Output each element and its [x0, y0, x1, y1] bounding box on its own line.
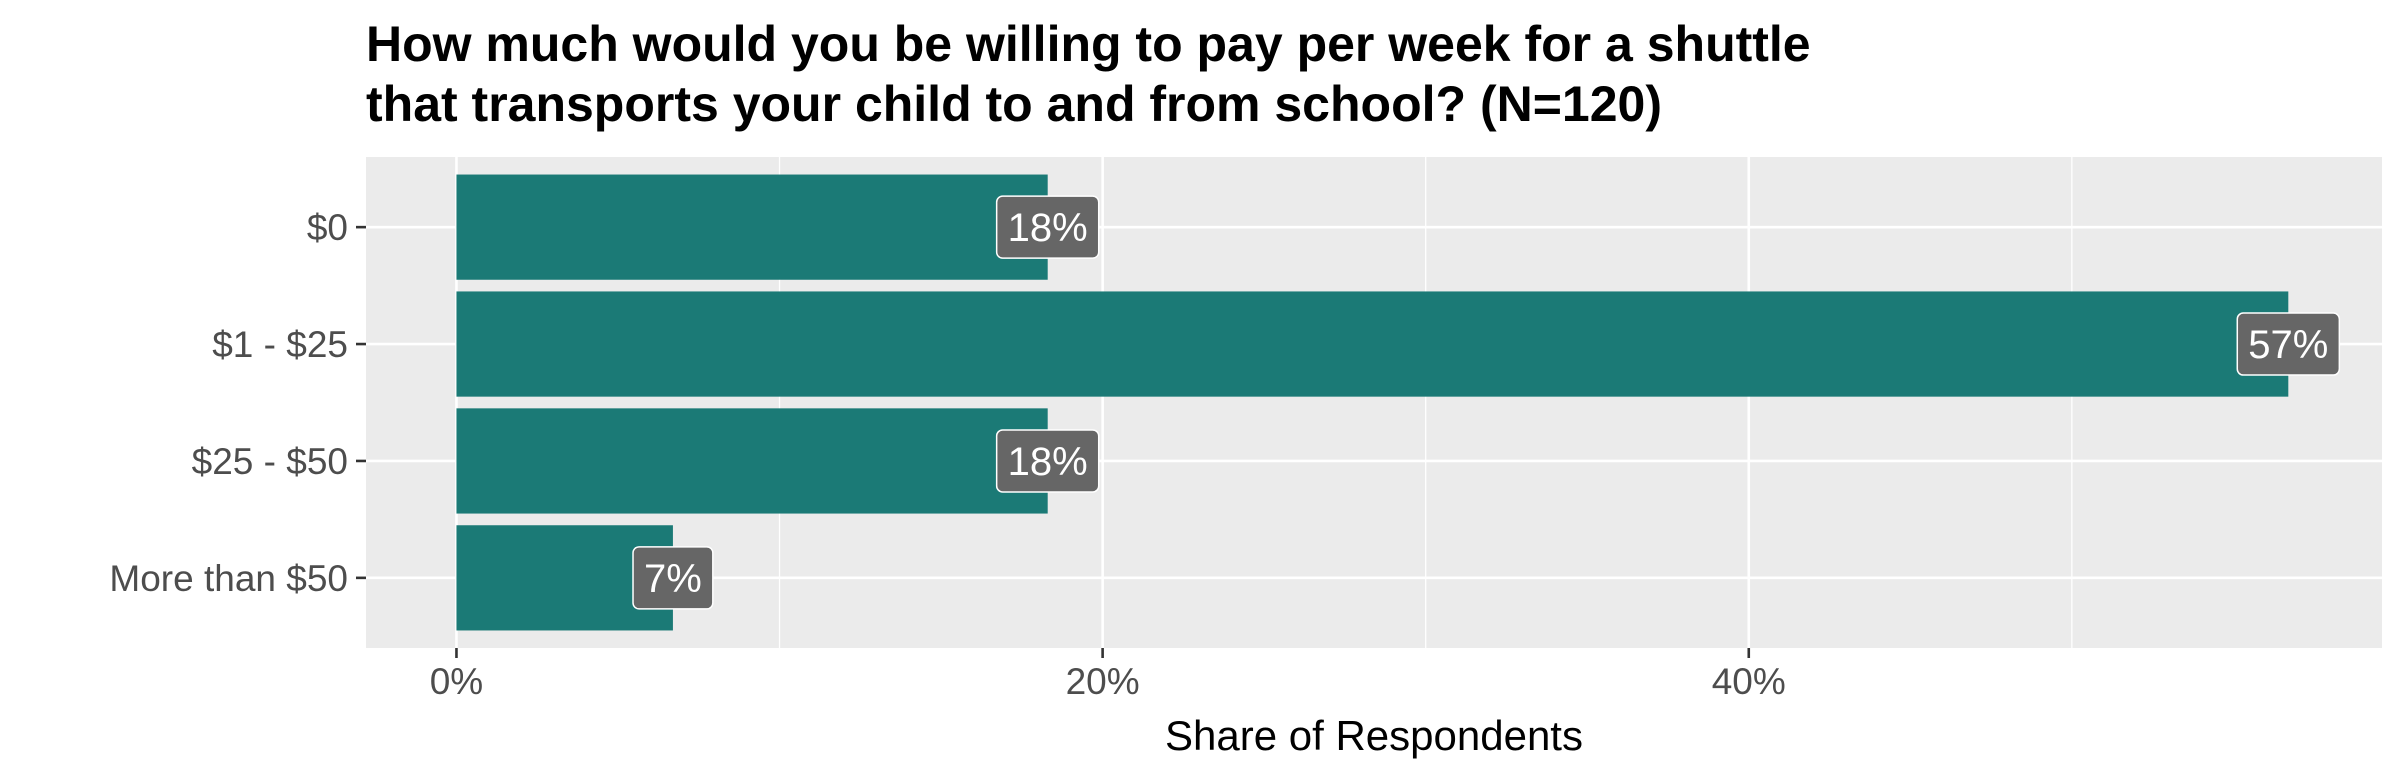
- x-tick-label: 20%: [1066, 661, 1140, 702]
- data-label-box: [632, 546, 714, 610]
- y-tick-label: $1 - $25: [212, 324, 348, 365]
- x-tick-label: 40%: [1712, 661, 1786, 702]
- y-tick-label: $0: [307, 207, 348, 248]
- y-tick-label: More than $50: [109, 558, 348, 599]
- y-tick-label: $25 - $50: [192, 441, 348, 482]
- x-axis: 0% 20% 40%: [430, 648, 1786, 702]
- data-label-text: 18%: [1008, 206, 1088, 250]
- data-label: 57%: [2236, 312, 2341, 376]
- data-label-text: 7%: [644, 557, 702, 601]
- x-axis-title: Share of Respondents: [1165, 712, 1583, 759]
- chart-title-line-2: that transports your child to and from s…: [366, 76, 1662, 132]
- data-label-box: [995, 195, 1100, 259]
- bar: [456, 291, 2289, 397]
- bar: [456, 174, 1048, 280]
- data-label-text: 18%: [1008, 440, 1088, 484]
- data-label-text: 57%: [2248, 323, 2328, 367]
- data-label: 7%: [632, 546, 714, 610]
- data-label-box: [2236, 312, 2341, 376]
- chart-title-line-1: How much would you be willing to pay per…: [366, 16, 1811, 72]
- y-axis: $0 $1 - $25 $25 - $50 More than $50: [109, 207, 366, 599]
- bar: [456, 408, 1048, 514]
- x-tick-label: 0%: [430, 661, 483, 702]
- data-label: 18%: [995, 195, 1100, 259]
- data-labels: 18% 57% 18% 7%: [632, 195, 2341, 610]
- data-label-box: [995, 429, 1100, 493]
- chart-title: How much would you be willing to pay per…: [366, 14, 2266, 134]
- data-label: 18%: [995, 429, 1100, 493]
